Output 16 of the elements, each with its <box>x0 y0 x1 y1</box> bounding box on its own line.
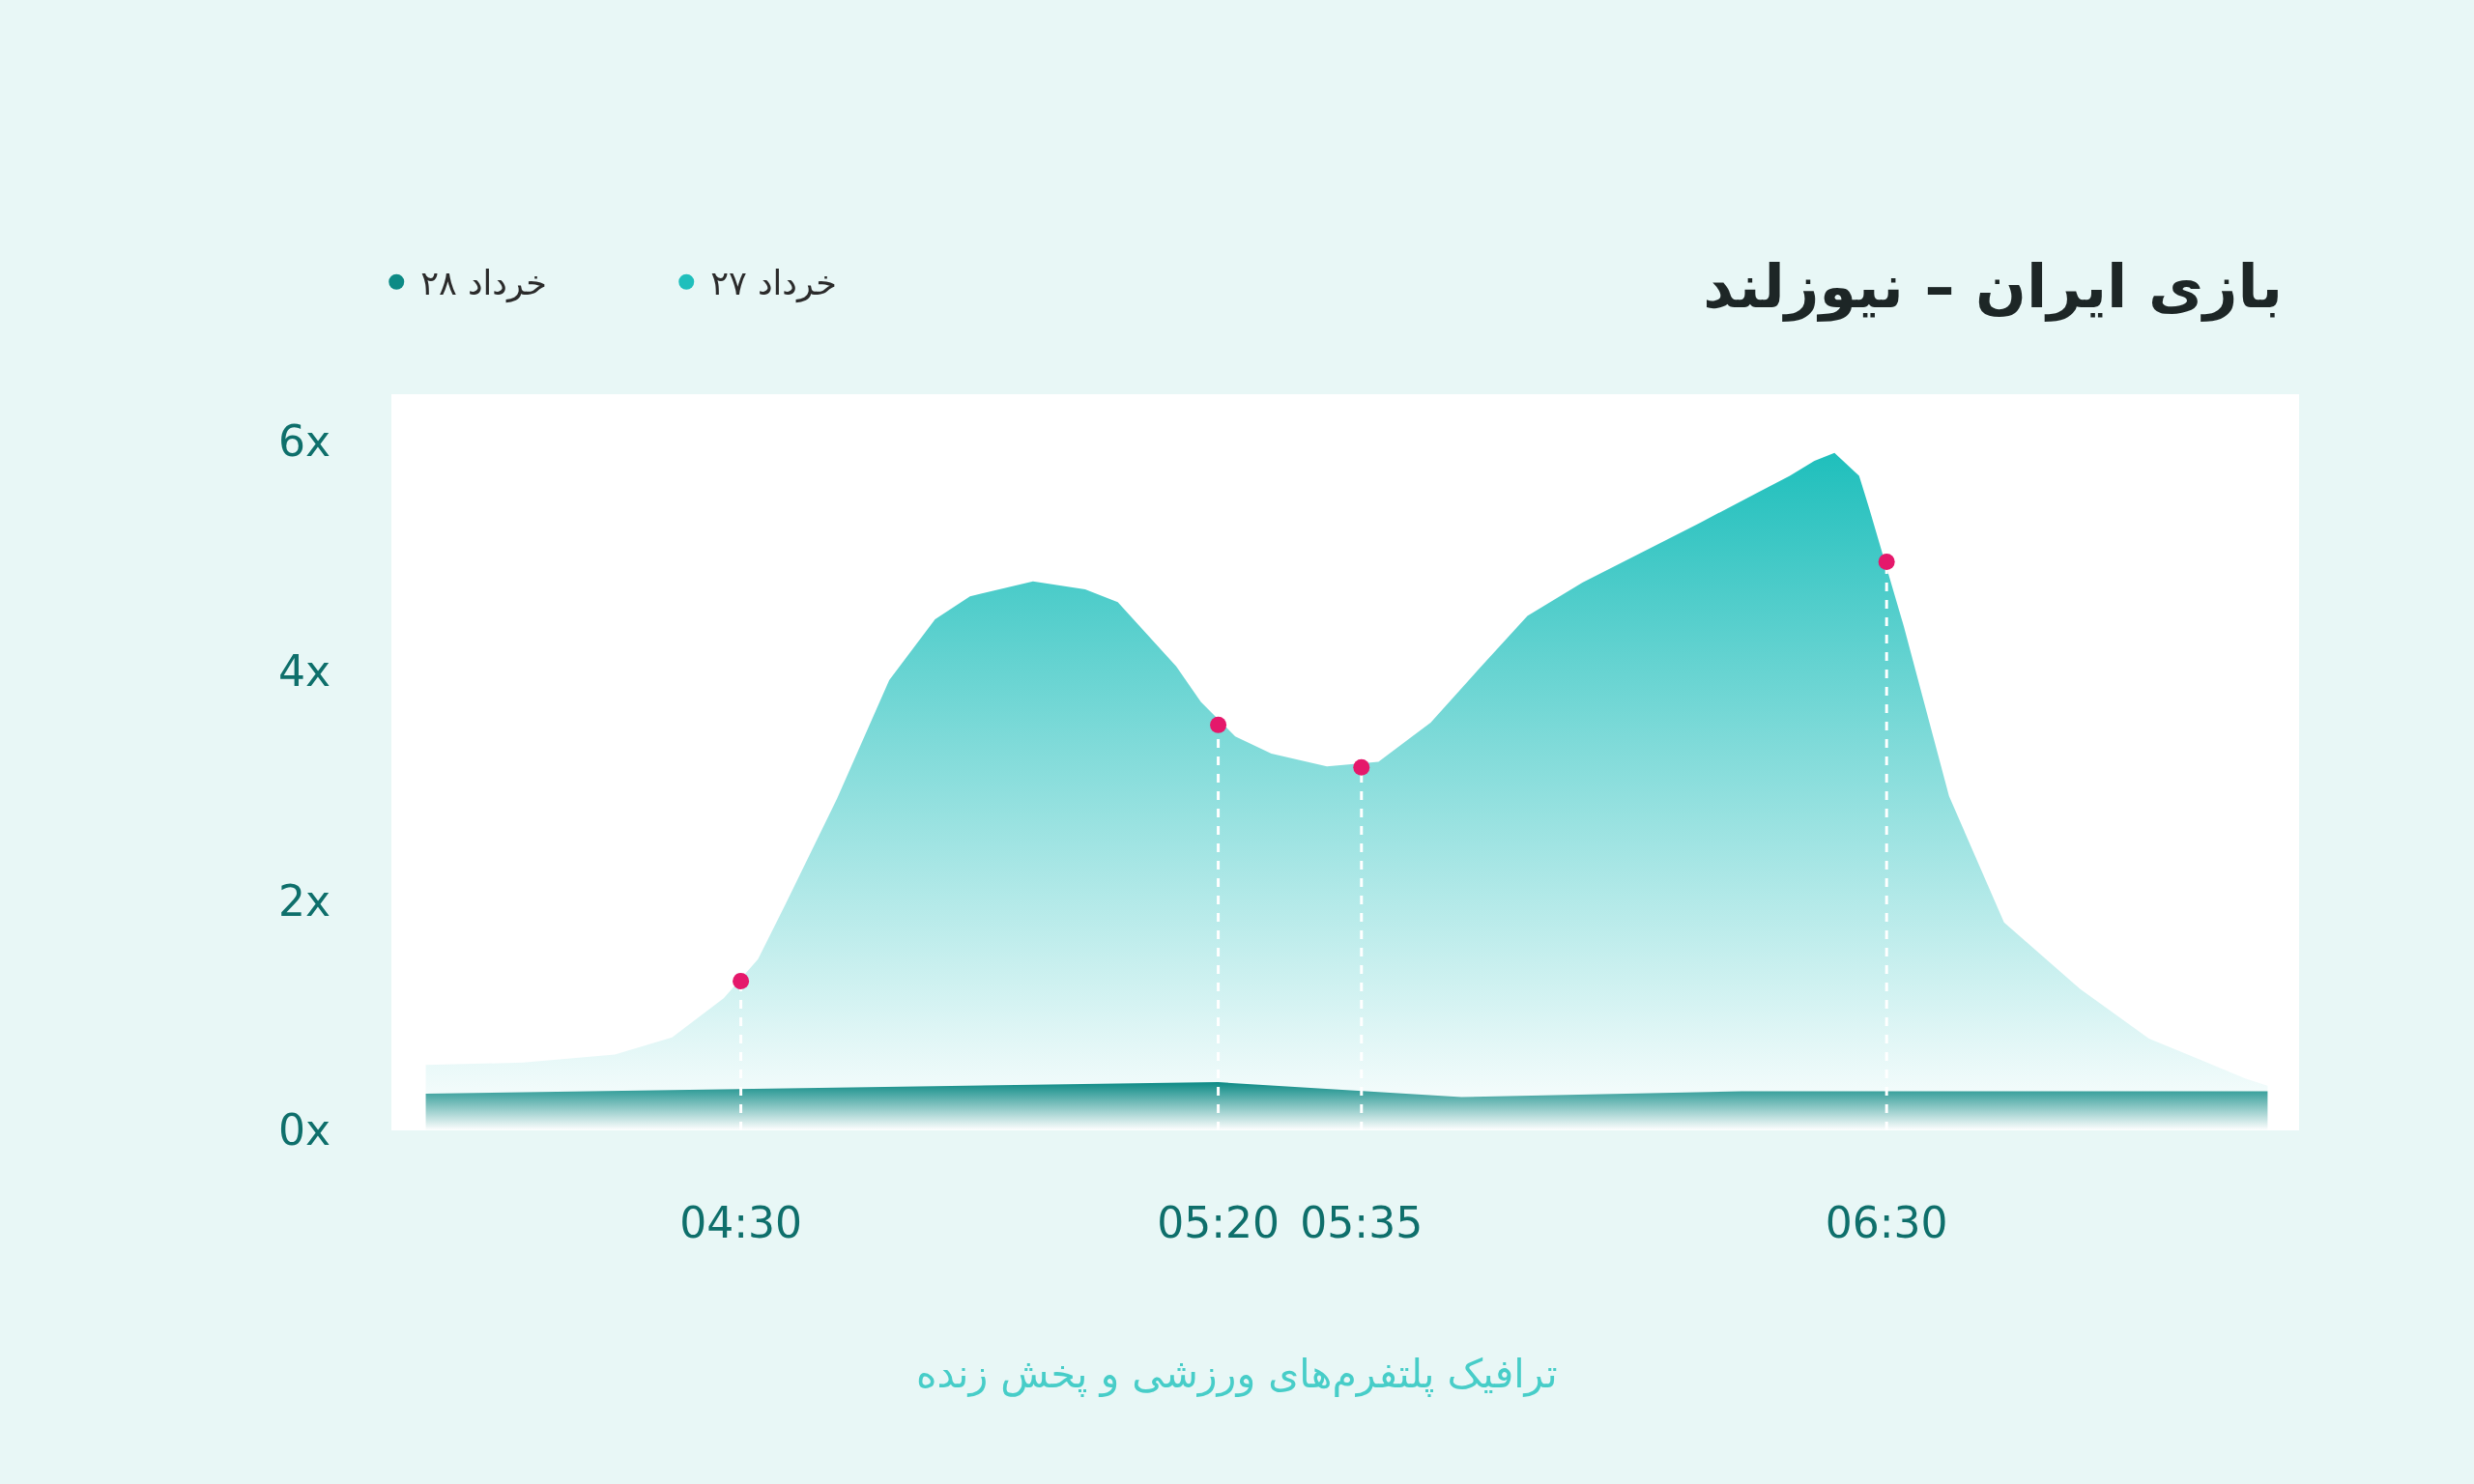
point <box>1878 554 1895 571</box>
x-tick-label: 05:20 <box>1157 1198 1280 1247</box>
point <box>1210 716 1227 733</box>
text: ترافیک پلتفرم‌های ورزشی و پخش زنده <box>916 1351 1558 1398</box>
y-tick-label: 2x <box>277 875 331 926</box>
legend-label: ۲۷ خرداد <box>710 264 837 304</box>
x-tick-label: 05:35 <box>1300 1198 1424 1247</box>
chart-title: بازی ایران – نیوزلند <box>1703 250 2283 322</box>
point <box>1353 758 1370 776</box>
y-tick-label: 6x <box>277 416 331 467</box>
legend-label: ۲۸ خرداد <box>420 264 547 304</box>
point <box>733 972 750 989</box>
y-tick-label: 4x <box>277 645 331 696</box>
y-tick-label: 0x <box>277 1105 331 1156</box>
x-tick-label: 06:30 <box>1825 1198 1948 1247</box>
x-tick-label: 04:30 <box>679 1198 803 1247</box>
